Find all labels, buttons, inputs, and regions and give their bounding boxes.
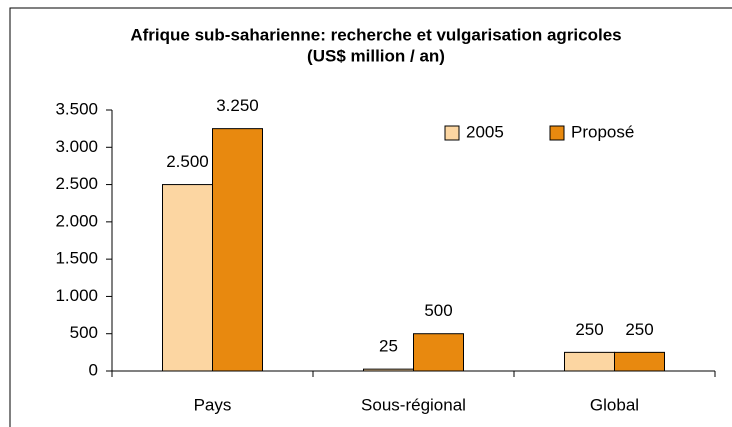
chart-title: Afrique sub-saharienne: recherche et vul… — [130, 25, 621, 44]
y-tick-label: 2.000 — [55, 211, 98, 230]
x-tick-label: Pays — [194, 395, 232, 414]
y-tick-label: 500 — [70, 323, 98, 342]
bar — [413, 333, 464, 372]
y-tick-label: 3.000 — [55, 137, 98, 156]
bar — [564, 351, 615, 372]
chart-subtitle: (US$ million / an) — [307, 46, 445, 65]
y-tick-label: 2.500 — [55, 174, 98, 193]
bar — [212, 128, 263, 372]
y-tick-label: 1.000 — [55, 286, 98, 305]
value-label: 500 — [424, 301, 452, 320]
x-tick-label: Global — [590, 395, 639, 414]
y-tick-label: 1.500 — [55, 249, 98, 268]
y-tick-label: 3.500 — [55, 99, 98, 118]
legend-label: 2005 — [466, 122, 504, 141]
value-label: 2.500 — [166, 152, 209, 171]
value-label: 25 — [379, 337, 398, 356]
value-label: 250 — [575, 320, 603, 339]
bar — [614, 351, 665, 372]
value-label: 250 — [625, 320, 653, 339]
y-tick-label: 0 — [89, 360, 98, 379]
bar — [162, 184, 213, 372]
legend-swatch — [549, 125, 565, 141]
x-tick-label: Sous-régional — [361, 395, 466, 414]
chart-frame — [9, 7, 732, 427]
legend-swatch — [444, 125, 460, 141]
bar — [363, 368, 414, 372]
legend-label: Proposé — [571, 122, 634, 141]
value-label: 3.250 — [216, 96, 259, 115]
